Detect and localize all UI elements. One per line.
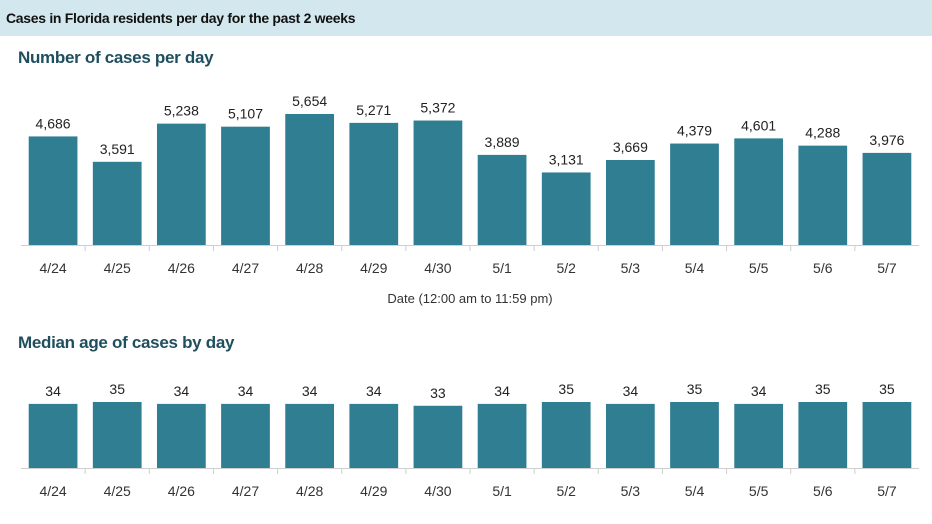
x-tick-label: 4/29: [360, 483, 387, 499]
x-tick-label: 4/25: [104, 260, 131, 276]
x-tick-label: 4/30: [424, 260, 451, 276]
data-label: 34: [494, 383, 510, 399]
data-label: 34: [238, 383, 254, 399]
x-tick-label: 5/4: [685, 483, 705, 499]
data-label: 4,288: [805, 125, 840, 141]
bar-5-6: [798, 145, 848, 245]
data-label: 34: [302, 383, 318, 399]
x-tick-label: 4/24: [39, 483, 66, 499]
bar-5-5: [734, 138, 784, 245]
cases-chart-title: Number of cases per day: [18, 48, 214, 67]
data-label: 3,889: [485, 134, 520, 150]
x-tick-label: 4/30: [424, 483, 451, 499]
x-tick-label: 5/5: [749, 260, 769, 276]
data-label: 3,131: [549, 151, 584, 167]
bar-5-4: [670, 402, 719, 468]
data-label: 35: [815, 381, 831, 397]
data-label: 33: [430, 385, 446, 401]
x-tick-label: 5/7: [877, 260, 897, 276]
bar-4-28: [285, 114, 335, 245]
x-tick-label: 4/28: [296, 260, 323, 276]
bar-5-2: [541, 172, 591, 245]
bar-4-27: [221, 126, 270, 245]
data-label: 3,669: [613, 139, 648, 155]
bar-4-30: [413, 120, 463, 245]
data-label: 34: [366, 383, 382, 399]
data-label: 5,372: [420, 100, 455, 116]
bar-4-30: [413, 405, 463, 468]
data-label: 35: [558, 381, 574, 397]
x-tick-label: 4/28: [296, 483, 323, 499]
x-tick-label: 5/6: [813, 483, 833, 499]
page-title: Cases in Florida residents per day for t…: [6, 10, 356, 26]
bar-5-3: [605, 403, 655, 468]
bar-4-25: [92, 161, 142, 245]
x-tick-label: 4/26: [168, 483, 195, 499]
data-label: 4,686: [36, 115, 71, 131]
x-tick-label: 5/3: [621, 483, 641, 499]
bar-5-2: [541, 402, 591, 468]
x-tick-label: 5/3: [621, 260, 641, 276]
data-label: 35: [879, 381, 895, 397]
bar-5-7: [862, 152, 912, 245]
bar-4-27: [221, 403, 270, 468]
data-label: 5,107: [228, 106, 263, 122]
data-label: 34: [45, 383, 61, 399]
bar-5-1: [477, 154, 527, 245]
x-tick-label: 5/1: [492, 260, 512, 276]
data-label: 35: [109, 381, 125, 397]
data-label: 5,238: [164, 103, 199, 119]
x-tick-label: 4/29: [360, 260, 387, 276]
bar-5-6: [798, 402, 848, 468]
bar-5-1: [477, 403, 527, 468]
bar-5-7: [862, 402, 912, 468]
bar-5-5: [734, 403, 784, 468]
bar-4-29: [349, 403, 399, 468]
bar-4-25: [92, 402, 142, 468]
x-tick-label: 5/4: [685, 260, 705, 276]
x-axis-title: Date (12:00 am to 11:59 pm): [387, 291, 552, 306]
data-label: 35: [687, 381, 703, 397]
median-age-chart: 34 4/24 35 4/25 34 4/26 34 4/27 34 4/28 34 4/29 33 4/…: [21, 381, 919, 499]
x-tick-label: 5/1: [492, 483, 512, 499]
data-label: 3,591: [100, 141, 135, 157]
bar-4-26: [156, 123, 206, 245]
x-tick-label: 4/27: [232, 260, 259, 276]
data-label: 34: [751, 383, 767, 399]
x-tick-label: 5/2: [556, 483, 576, 499]
x-tick-label: 5/7: [877, 483, 897, 499]
x-tick-label: 5/5: [749, 483, 769, 499]
data-label: 3,976: [869, 132, 904, 148]
data-label: 34: [623, 383, 639, 399]
data-label: 34: [174, 383, 190, 399]
x-tick-label: 4/27: [232, 483, 259, 499]
bar-4-28: [285, 403, 335, 468]
x-tick-label: 4/26: [168, 260, 195, 276]
bar-5-4: [670, 143, 719, 245]
data-label: 5,271: [356, 102, 391, 118]
bar-4-24: [28, 136, 78, 245]
bar-4-24: [28, 403, 78, 468]
header-bar: Cases in Florida residents per day for t…: [0, 0, 932, 36]
bar-4-26: [156, 403, 206, 468]
bar-4-29: [349, 122, 399, 245]
x-tick-label: 4/24: [39, 260, 66, 276]
median-age-chart-title: Median age of cases by day: [18, 333, 235, 352]
cases-per-day-chart: 4,686 4/24 3,591 4/25 5,238 4/26 5,107 4/27 5,65…: [21, 93, 919, 306]
x-tick-label: 5/2: [556, 260, 576, 276]
data-label: 4,601: [741, 117, 776, 133]
x-tick-label: 5/6: [813, 260, 833, 276]
x-tick-label: 4/25: [104, 483, 131, 499]
bar-5-3: [605, 159, 655, 245]
data-label: 4,379: [677, 123, 712, 139]
data-label: 5,654: [292, 93, 327, 109]
